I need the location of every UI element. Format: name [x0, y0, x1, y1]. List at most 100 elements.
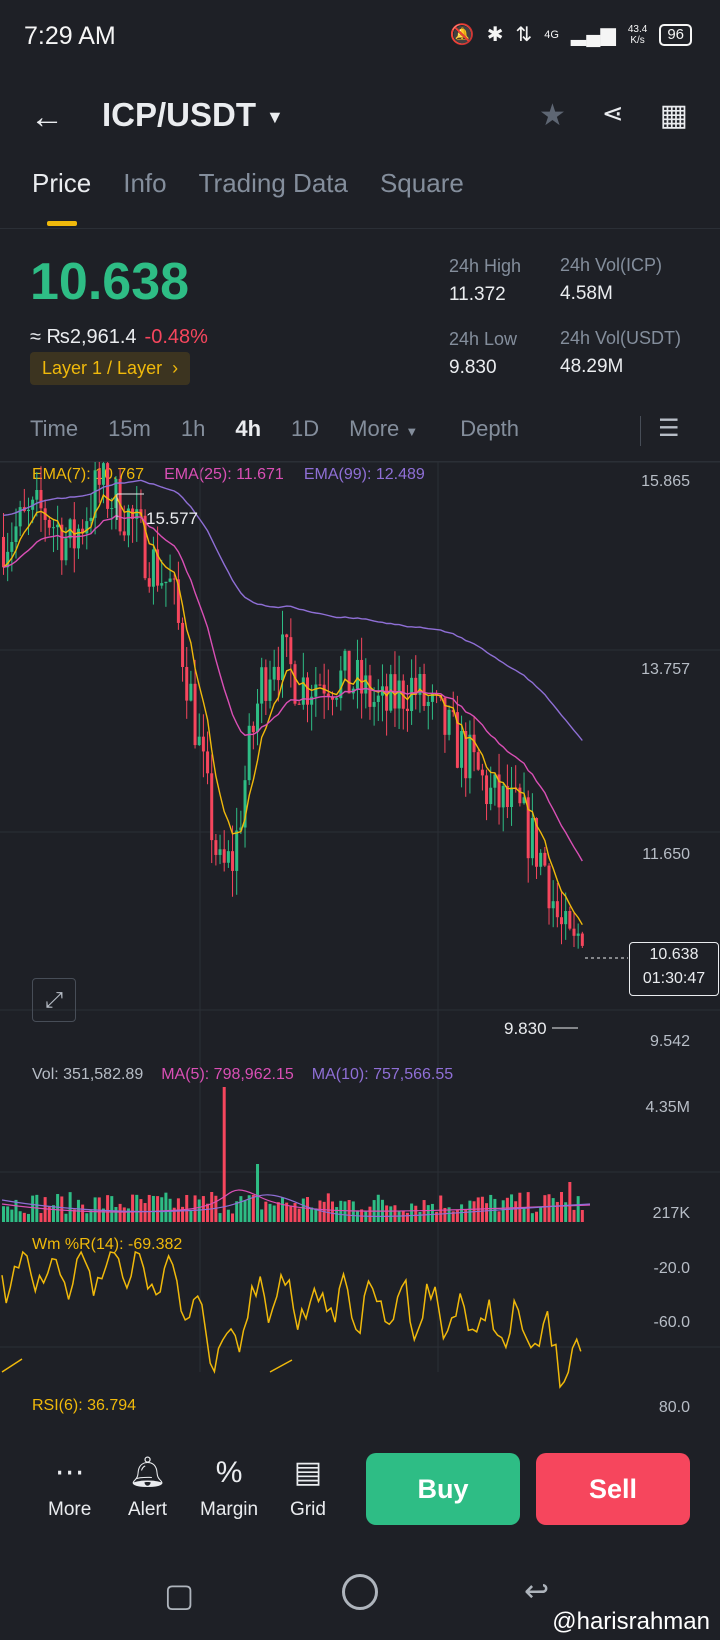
more-dots-icon: ⋯: [54, 1456, 85, 1489]
favorite-star-icon[interactable]: ★: [538, 99, 566, 132]
vol-usdt-value: 48.29M: [560, 356, 624, 377]
candle-body: [185, 666, 189, 701]
signal-icon: ▂▄▆: [570, 24, 616, 46]
candle-body: [293, 664, 297, 704]
price-change: -0.48%: [144, 326, 208, 348]
margin-button[interactable]: % Margin: [200, 1456, 259, 1520]
volume-bar: [343, 1201, 347, 1222]
tf-depth[interactable]: Depth: [460, 416, 520, 441]
back-arrow-icon[interactable]: ←: [30, 98, 64, 136]
volume-bar: [131, 1194, 135, 1222]
pair-selector[interactable]: ICP/USDT ▼: [102, 96, 284, 134]
candle-body: [110, 508, 114, 510]
tab-trading-data[interactable]: Trading Data: [198, 168, 348, 198]
volume-bar: [276, 1202, 280, 1222]
candle-body: [555, 901, 559, 918]
candle-body: [64, 538, 68, 561]
volume-bar: [522, 1207, 526, 1222]
candle-body: [260, 667, 264, 704]
candle-body: [222, 849, 226, 863]
volume-bar: [460, 1204, 464, 1222]
volume-bar: [106, 1195, 110, 1222]
candle-body: [543, 852, 547, 866]
chart-settings-icon[interactable]: ☰: [658, 415, 680, 442]
last-price: 10.638: [30, 253, 190, 311]
tf-more[interactable]: More ▼: [349, 416, 419, 441]
bottom-action-bar: ⋯ More 🔔︎ Alert % Margin ▤ Grid Buy Sell: [0, 1430, 720, 1550]
volume-bar: [218, 1213, 222, 1222]
current-price: 10.638: [649, 946, 699, 963]
sell-button[interactable]: Sell: [536, 1453, 690, 1525]
candle-body: [530, 818, 534, 859]
candle-body: [305, 677, 309, 705]
wr-axis-label: -20.0: [653, 1260, 690, 1277]
ema99-label: EMA(99): 12.489: [303, 466, 425, 483]
tf-time[interactable]: Time: [30, 416, 79, 441]
candle-body: [493, 774, 497, 788]
price-axis-label: 15.865: [641, 473, 690, 490]
volume-bar: [181, 1206, 185, 1222]
expand-icon[interactable]: ⤢: [32, 978, 76, 1022]
share-icon[interactable]: ⋖: [601, 98, 624, 128]
candle-body: [443, 697, 447, 735]
more-button[interactable]: ⋯ More: [48, 1456, 92, 1520]
candle-body: [143, 515, 147, 579]
volume-bar: [335, 1207, 339, 1222]
candle-body: [93, 470, 97, 518]
tab-info[interactable]: Info: [123, 168, 167, 198]
volume-bar: [160, 1197, 164, 1222]
candle-body: [368, 675, 372, 707]
pair-header: ← ICP/USDT ▼ ★ ⋖ ▦: [0, 90, 720, 150]
candle-body: [85, 521, 89, 534]
category-tag[interactable]: Layer 1 / Layer ›: [30, 352, 191, 385]
candle-body: [476, 752, 480, 770]
candle-body: [156, 549, 160, 586]
divider: [640, 416, 641, 446]
tf-4h[interactable]: 4h: [235, 416, 262, 441]
volume-bar: [376, 1194, 380, 1222]
watermark: @harisrahman: [552, 1608, 710, 1635]
home-icon[interactable]: [342, 1574, 378, 1610]
candle-body: [539, 852, 543, 867]
grid-menu-icon[interactable]: ▦: [659, 99, 688, 132]
candlestick-chart[interactable]: [0, 462, 720, 1432]
candles: [2, 462, 584, 949]
candle-body: [181, 622, 185, 667]
candle-body: [197, 736, 201, 746]
volume-bar: [10, 1209, 14, 1222]
tf-1h[interactable]: 1h: [180, 416, 206, 441]
candle-body: [160, 583, 164, 586]
grid-button[interactable]: ▤ Grid: [290, 1456, 326, 1520]
volume-bar: [555, 1201, 559, 1222]
candle-body: [568, 911, 572, 929]
candle-body: [518, 787, 522, 804]
volume-bar: [572, 1209, 576, 1222]
volume-bar: [26, 1213, 30, 1222]
volume-bar: [210, 1192, 214, 1222]
recents-icon[interactable]: ▢: [164, 1577, 195, 1613]
candle-body: [480, 769, 484, 776]
volume-bar: [447, 1207, 451, 1222]
alert-button[interactable]: 🔔︎ Alert: [128, 1456, 168, 1520]
vol-icp-label: 24h Vol(ICP): [560, 255, 663, 275]
candle-body: [460, 731, 464, 768]
volume-bar: [22, 1212, 26, 1222]
grid-bot-icon: ▤: [293, 1456, 323, 1489]
volume-bar: [351, 1201, 355, 1222]
candle-body: [526, 797, 530, 859]
candle-body: [405, 708, 409, 712]
tab-price[interactable]: Price: [32, 168, 92, 198]
bluetooth-icon: ✱: [486, 24, 504, 46]
candle-body: [314, 684, 318, 697]
tf-15m[interactable]: 15m: [108, 416, 151, 441]
tab-square[interactable]: Square: [379, 168, 464, 198]
volume-bar: [414, 1205, 418, 1222]
tf-1d[interactable]: 1D: [291, 416, 320, 441]
volume-bar: [385, 1205, 389, 1222]
buy-button[interactable]: Buy: [366, 1453, 520, 1525]
low-label: 24h Low: [449, 329, 518, 349]
back-icon[interactable]: ↩: [524, 1575, 550, 1608]
candle-body: [355, 659, 359, 689]
candle-body: [239, 827, 243, 831]
volume-bar: [189, 1210, 193, 1222]
